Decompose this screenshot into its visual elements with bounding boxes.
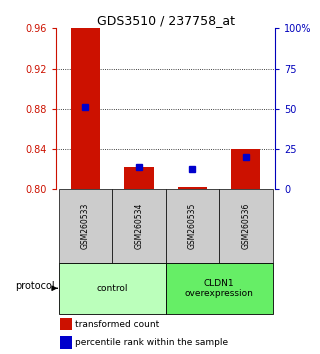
Text: transformed count: transformed count [75,320,159,329]
Text: GSM260533: GSM260533 [81,203,90,249]
Text: GSM260534: GSM260534 [134,203,143,249]
Bar [166,263,273,314]
Text: GSM260536: GSM260536 [241,203,250,249]
Bar [60,336,72,349]
Bar [124,167,154,189]
Bar [178,187,207,189]
Text: protocol: protocol [15,281,54,291]
Text: GSM260535: GSM260535 [188,203,197,249]
Bar [112,189,166,263]
Bar [219,189,273,263]
Bar [71,28,100,189]
Bar [166,189,219,263]
Text: percentile rank within the sample: percentile rank within the sample [75,338,228,347]
Text: CLDN1
overexpression: CLDN1 overexpression [185,279,253,298]
Bar [60,318,72,330]
Bar [231,149,260,189]
Bar [59,263,166,314]
Title: GDS3510 / 237758_at: GDS3510 / 237758_at [97,14,235,27]
Text: control: control [96,284,128,293]
Bar [59,189,112,263]
